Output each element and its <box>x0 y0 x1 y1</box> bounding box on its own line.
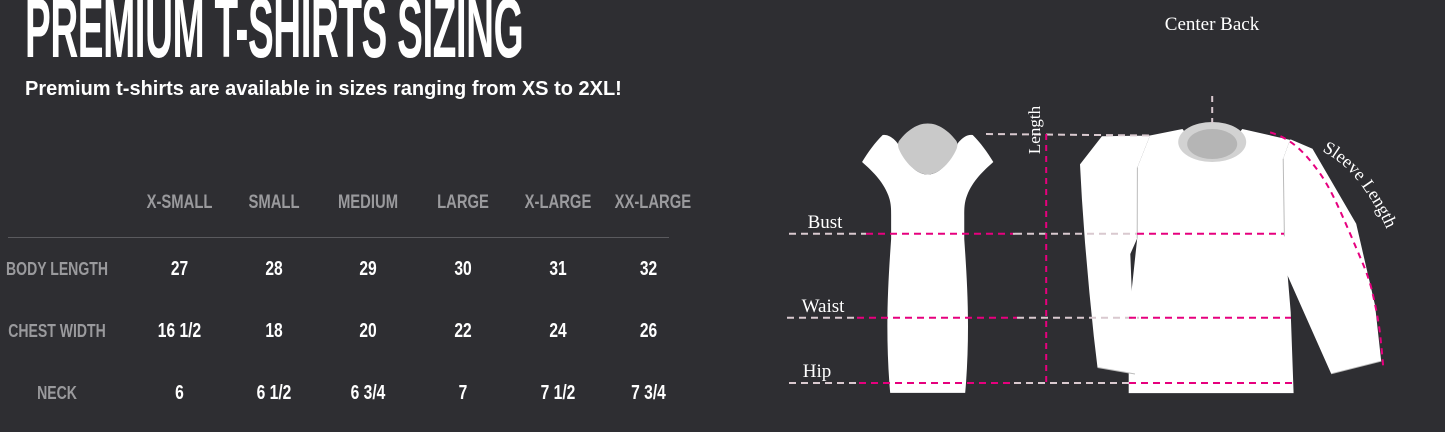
svg-text:Waist: Waist <box>802 296 846 317</box>
svg-text:Hip: Hip <box>803 361 832 382</box>
svg-text:Length: Length <box>1025 105 1044 154</box>
svg-text:Bust: Bust <box>808 212 844 233</box>
svg-text:Center Back: Center Back <box>1165 14 1260 35</box>
